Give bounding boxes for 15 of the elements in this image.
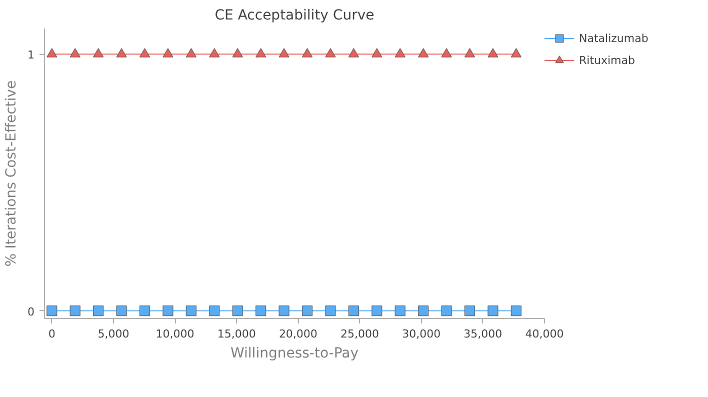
x-tick-label: 25,000: [340, 328, 380, 340]
x-tick-label: 0: [48, 328, 56, 340]
y-axis-title: % Iterations Cost-Effective: [4, 80, 20, 267]
x-tick-label: 5,000: [98, 328, 130, 340]
x-axis-title: Willingness-to-Pay: [230, 346, 359, 362]
x-tick-label: 40,000: [525, 328, 564, 340]
x-tick-label: 20,000: [278, 328, 318, 340]
x-tick-label: 35,000: [464, 328, 502, 340]
x-tick-label: 10,000: [156, 328, 194, 340]
legend-label: Rituximab: [579, 54, 635, 66]
chart-title: CE Acceptability Curve: [214, 8, 374, 24]
legend-label: Natalizumab: [579, 32, 648, 44]
x-tick-label: 15,000: [217, 328, 256, 340]
y-tick-label: 1: [28, 48, 34, 62]
x-tick-label: 30,000: [402, 328, 441, 340]
